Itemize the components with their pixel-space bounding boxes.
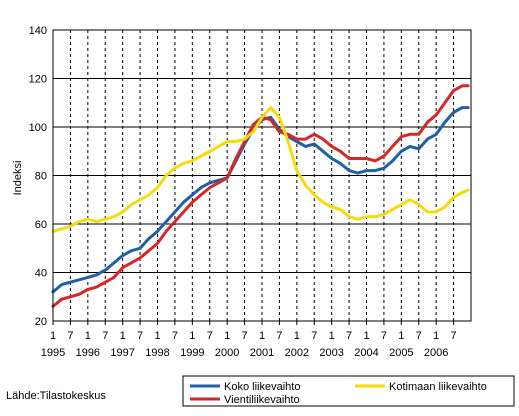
x-year-label: 1995 (41, 347, 65, 359)
x-year-label: 2002 (285, 347, 309, 359)
x-tick-label: 1 (189, 330, 195, 342)
x-tick-label: 7 (381, 330, 387, 342)
x-tick-label: 7 (137, 330, 143, 342)
x-tick-label: 1 (398, 330, 404, 342)
x-year-label: 2006 (424, 347, 448, 359)
x-year-label: 1996 (76, 347, 100, 359)
x-tick-label: 7 (207, 330, 213, 342)
x-tick-label: 7 (451, 330, 457, 342)
source-note: Lähde:Tilastokeskus (6, 390, 106, 402)
series-line (51, 106, 470, 233)
x-tick-label: 1 (154, 330, 160, 342)
x-year-label: 2005 (389, 347, 413, 359)
x-year-label: 2000 (215, 347, 239, 359)
x-tick-label: 1 (329, 330, 335, 342)
legend-label: Kotimaan liikevaihto (389, 381, 487, 393)
y-tick-label: 100 (29, 122, 47, 134)
x-tick-label: 7 (172, 330, 178, 342)
x-tick-label: 7 (67, 330, 73, 342)
x-tick-label: 7 (242, 330, 248, 342)
plot-frame (52, 29, 472, 322)
x-tick-label: 1 (433, 330, 439, 342)
x-tick-label: 1 (363, 330, 369, 342)
y-axis-label: Indeksi (12, 161, 24, 196)
legend-box (182, 375, 515, 407)
y-tick-label: 40 (35, 268, 47, 280)
x-tick-label: 7 (102, 330, 108, 342)
y-tick-label: 60 (35, 219, 47, 231)
x-tick-label: 1 (120, 330, 126, 342)
x-tick-label: 1 (85, 330, 91, 342)
x-tick-label: 1 (224, 330, 230, 342)
x-tick-label: 1 (50, 330, 56, 342)
grid (53, 29, 471, 322)
x-year-label: 1997 (110, 347, 134, 359)
y-tick-label: 20 (35, 316, 47, 328)
x-tick-label: 1 (294, 330, 300, 342)
x-tick-label: 7 (276, 330, 282, 342)
x-year-label: 1999 (180, 347, 204, 359)
legend-label: Koko liikevaihto (224, 381, 300, 393)
x-year-label: 2003 (319, 347, 343, 359)
series-lines (51, 84, 470, 308)
y-tick-label: 120 (29, 74, 47, 86)
x-tick-label: 7 (416, 330, 422, 342)
y-tick-label: 80 (35, 171, 47, 183)
x-tick-label: 7 (311, 330, 317, 342)
x-year-label: 1998 (145, 347, 169, 359)
x-tick-label: 1 (259, 330, 265, 342)
x-year-label: 2001 (250, 347, 274, 359)
y-axis-ticks: 20 40 60 80 100 120 140 (29, 25, 47, 328)
legend-label: Vientiliikevaihto (224, 394, 300, 406)
x-tick-label: 7 (346, 330, 352, 342)
x-year-label: 2004 (354, 347, 378, 359)
y-tick-label: 140 (29, 25, 47, 37)
